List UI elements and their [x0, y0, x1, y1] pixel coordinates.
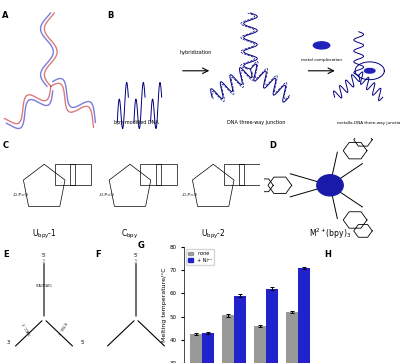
- Text: C: C: [3, 141, 9, 150]
- Legend: none, + Ni²⁺: none, + Ni²⁺: [186, 249, 214, 265]
- Text: 3': 3': [7, 340, 12, 346]
- Bar: [254, 326, 266, 363]
- Text: F: F: [96, 250, 101, 259]
- Text: A: A: [2, 11, 8, 20]
- Text: 5': 5': [134, 253, 138, 258]
- Circle shape: [313, 42, 330, 49]
- Text: bpy-modified DNA: bpy-modified DNA: [114, 120, 158, 125]
- Text: DNA three-way junction: DNA three-way junction: [227, 120, 285, 125]
- Text: 5': 5': [42, 253, 46, 258]
- Text: D: D: [269, 141, 276, 150]
- Text: E: E: [4, 250, 9, 259]
- Bar: [202, 333, 214, 363]
- Text: $\mathrm{M^{2+}(bpy)_3}$: $\mathrm{M^{2+}(bpy)_3}$: [309, 227, 351, 241]
- Text: GTAGTCATG: GTAGTCATG: [36, 285, 52, 289]
- Text: metal complexation: metal complexation: [301, 58, 342, 62]
- Y-axis label: Melting temperature/°C: Melting temperature/°C: [162, 268, 166, 342]
- Text: 3': 3': [134, 259, 138, 264]
- Text: H: H: [324, 250, 331, 259]
- Text: metallo-DNA three-way junction: metallo-DNA three-way junction: [337, 121, 400, 125]
- Text: -O-P=O: -O-P=O: [99, 193, 114, 197]
- Bar: [190, 334, 202, 363]
- Bar: [234, 295, 246, 363]
- Text: G: G: [138, 241, 145, 250]
- Bar: [298, 268, 310, 363]
- Text: 3'GACC...5': 3'GACC...5': [22, 320, 33, 335]
- Text: $\mathrm{U_{bpy}}$-1: $\mathrm{U_{bpy}}$-1: [32, 228, 56, 241]
- Text: 5': 5': [81, 340, 86, 346]
- Text: hybridization: hybridization: [180, 50, 212, 55]
- Text: -O-P=O: -O-P=O: [13, 193, 29, 197]
- Text: 3': 3': [42, 259, 46, 264]
- Text: 5'CTGG...3': 5'CTGG...3': [55, 320, 66, 335]
- Circle shape: [317, 175, 343, 196]
- Text: $\mathrm{U_{bpy}}$-2: $\mathrm{U_{bpy}}$-2: [201, 228, 226, 241]
- Text: B: B: [107, 11, 113, 20]
- Bar: [286, 312, 298, 363]
- Bar: [266, 289, 278, 363]
- Bar: [222, 315, 234, 363]
- Text: -O-P=O: -O-P=O: [182, 193, 198, 197]
- Text: $\mathrm{C_{bpy}}$: $\mathrm{C_{bpy}}$: [121, 228, 139, 241]
- Circle shape: [364, 69, 375, 73]
